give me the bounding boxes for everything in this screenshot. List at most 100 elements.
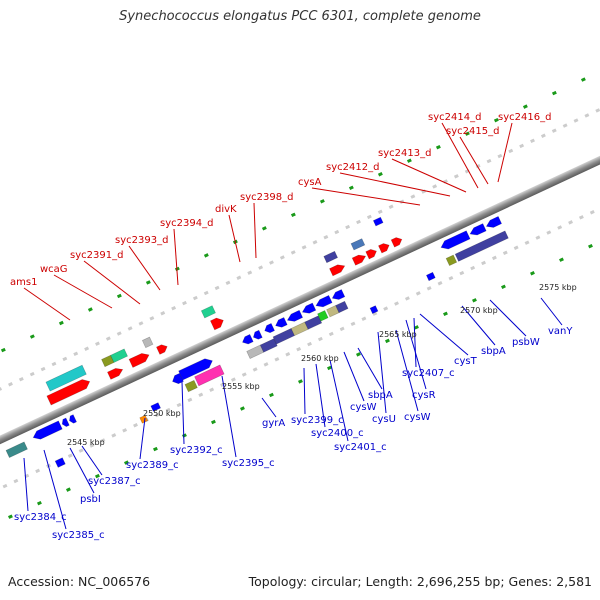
reverse-gene-feature[interactable] xyxy=(68,414,77,425)
bottom-strand-gene-label[interactable]: cysW xyxy=(404,412,431,423)
track-dot xyxy=(58,320,64,326)
bottom-strand-gene-label[interactable]: sbpA xyxy=(368,390,393,401)
gene-feature[interactable] xyxy=(350,238,366,251)
track-dot xyxy=(263,362,269,367)
track-dot xyxy=(414,325,419,330)
bottom-strand-gene-label[interactable]: sbpA xyxy=(481,346,506,357)
gene-feature[interactable] xyxy=(194,364,225,387)
bottom-strand-gene-label[interactable]: syc2387_c xyxy=(88,476,141,487)
gene-feature[interactable] xyxy=(5,441,28,458)
reverse-gene-feature[interactable] xyxy=(331,289,346,302)
gene-feature[interactable] xyxy=(110,348,128,363)
reverse-gene-feature[interactable] xyxy=(263,322,275,334)
top-strand-gene-label[interactable]: wcaG xyxy=(40,264,68,275)
reverse-gene-feature[interactable] xyxy=(301,302,317,316)
bottom-label-leader xyxy=(303,367,306,415)
gene-feature[interactable] xyxy=(369,305,379,315)
gene-feature[interactable] xyxy=(150,402,161,412)
track-dot xyxy=(470,265,476,271)
gene-feature[interactable] xyxy=(200,305,216,319)
forward-gene-feature[interactable] xyxy=(178,356,215,381)
bottom-strand-gene-label[interactable]: syc2401_c xyxy=(334,442,387,453)
forward-gene-feature[interactable] xyxy=(390,236,403,248)
forward-gene-feature[interactable] xyxy=(107,366,124,380)
gene-feature[interactable] xyxy=(304,315,323,330)
bottom-strand-gene-label[interactable]: syc2399_c xyxy=(291,415,344,426)
top-strand-gene-label[interactable]: divK xyxy=(215,204,237,215)
gene-feature[interactable] xyxy=(141,336,154,349)
reverse-gene-feature[interactable] xyxy=(241,334,254,345)
bottom-strand-gene-label[interactable]: syc2384_c xyxy=(14,512,67,523)
reverse-gene-feature[interactable] xyxy=(468,223,487,238)
track-dot xyxy=(84,346,90,351)
bottom-strand-gene-label[interactable]: psbW xyxy=(512,337,540,348)
forward-gene-feature[interactable] xyxy=(351,253,367,266)
forward-gene-feature[interactable] xyxy=(365,247,378,260)
bottom-strand-gene-label[interactable]: psbI xyxy=(80,494,101,505)
bottom-strand-gene-label[interactable]: cysW xyxy=(350,402,377,413)
bottom-strand-gene-label[interactable]: syc2389_c xyxy=(126,460,179,471)
gene-feature[interactable] xyxy=(139,414,149,424)
track-dot xyxy=(481,260,486,266)
forward-gene-feature[interactable] xyxy=(210,316,225,331)
top-label-leader xyxy=(311,187,421,206)
track-dot xyxy=(160,311,166,316)
gene-feature[interactable] xyxy=(259,338,278,353)
bottom-strand-gene-label[interactable]: syc2400_c xyxy=(311,428,364,439)
top-strand-gene-label[interactable]: syc2414_d xyxy=(428,112,481,123)
gene-feature[interactable] xyxy=(272,327,295,345)
top-label-leader xyxy=(497,122,513,183)
forward-gene-feature[interactable] xyxy=(128,351,151,368)
top-strand-gene-label[interactable]: cysA xyxy=(298,177,322,188)
reverse-gene-feature[interactable] xyxy=(274,317,288,329)
reverse-gene-feature[interactable] xyxy=(286,309,304,324)
bottom-strand-gene-label[interactable]: syc2407_c xyxy=(402,368,455,379)
gene-feature[interactable] xyxy=(317,310,329,322)
forward-gene-feature[interactable] xyxy=(378,242,390,254)
track-dot xyxy=(540,133,546,138)
gene-feature[interactable] xyxy=(45,364,87,392)
bottom-strand-gene-label[interactable]: cysR xyxy=(412,390,436,401)
top-strand-gene-label[interactable]: syc2413_d xyxy=(378,148,431,159)
gene-feature[interactable] xyxy=(454,230,509,262)
reverse-gene-feature[interactable] xyxy=(314,295,333,309)
gene-feature[interactable] xyxy=(445,254,458,267)
reverse-gene-feature[interactable] xyxy=(485,215,503,230)
top-strand-gene-label[interactable]: ams1 xyxy=(10,277,37,288)
bottom-strand-gene-label[interactable]: syc2385_c xyxy=(52,530,105,541)
gene-feature[interactable] xyxy=(184,379,198,393)
track-dot xyxy=(443,311,448,317)
bottom-strand-gene-label[interactable]: syc2395_c xyxy=(222,458,275,469)
gene-feature[interactable] xyxy=(54,457,66,468)
gene-feature[interactable] xyxy=(335,300,349,314)
bottom-strand-gene-label[interactable]: syc2392_c xyxy=(170,445,223,456)
gene-feature[interactable] xyxy=(372,216,384,227)
gene-feature[interactable] xyxy=(425,271,436,282)
reverse-gene-feature[interactable] xyxy=(31,420,63,442)
reverse-gene-feature[interactable] xyxy=(60,417,70,428)
bottom-strand-gene-label[interactable]: cysU xyxy=(372,414,396,425)
bottom-strand-gene-label[interactable]: vanY xyxy=(548,326,573,337)
top-strand-gene-label[interactable]: syc2412_d xyxy=(326,162,379,173)
forward-gene-feature[interactable] xyxy=(46,377,92,406)
track-dot xyxy=(62,356,68,362)
bottom-strand-gene-label[interactable]: gyrA xyxy=(262,418,285,429)
top-strand-gene-label[interactable]: syc2393_d xyxy=(115,235,168,246)
top-strand-gene-label[interactable]: syc2416_d xyxy=(498,112,551,123)
track-dot xyxy=(356,219,361,225)
bottom-label-leader xyxy=(357,347,383,390)
bottom-strand-gene-label[interactable]: cysT xyxy=(454,356,478,367)
reverse-gene-feature[interactable] xyxy=(439,230,471,252)
top-strand-gene-label[interactable]: syc2398_d xyxy=(240,192,293,203)
track-dot xyxy=(307,341,312,347)
top-label-leader xyxy=(173,228,179,286)
forward-gene-feature[interactable] xyxy=(156,343,168,355)
top-strand-gene-label[interactable]: syc2415_d xyxy=(446,126,499,137)
reverse-gene-feature[interactable] xyxy=(252,329,263,341)
forward-gene-feature[interactable] xyxy=(329,262,346,277)
top-strand-gene-label[interactable]: syc2391_d xyxy=(70,250,123,261)
track-dot xyxy=(435,144,441,150)
gene-feature[interactable] xyxy=(323,250,339,264)
top-strand-gene-label[interactable]: syc2394_d xyxy=(160,218,213,229)
